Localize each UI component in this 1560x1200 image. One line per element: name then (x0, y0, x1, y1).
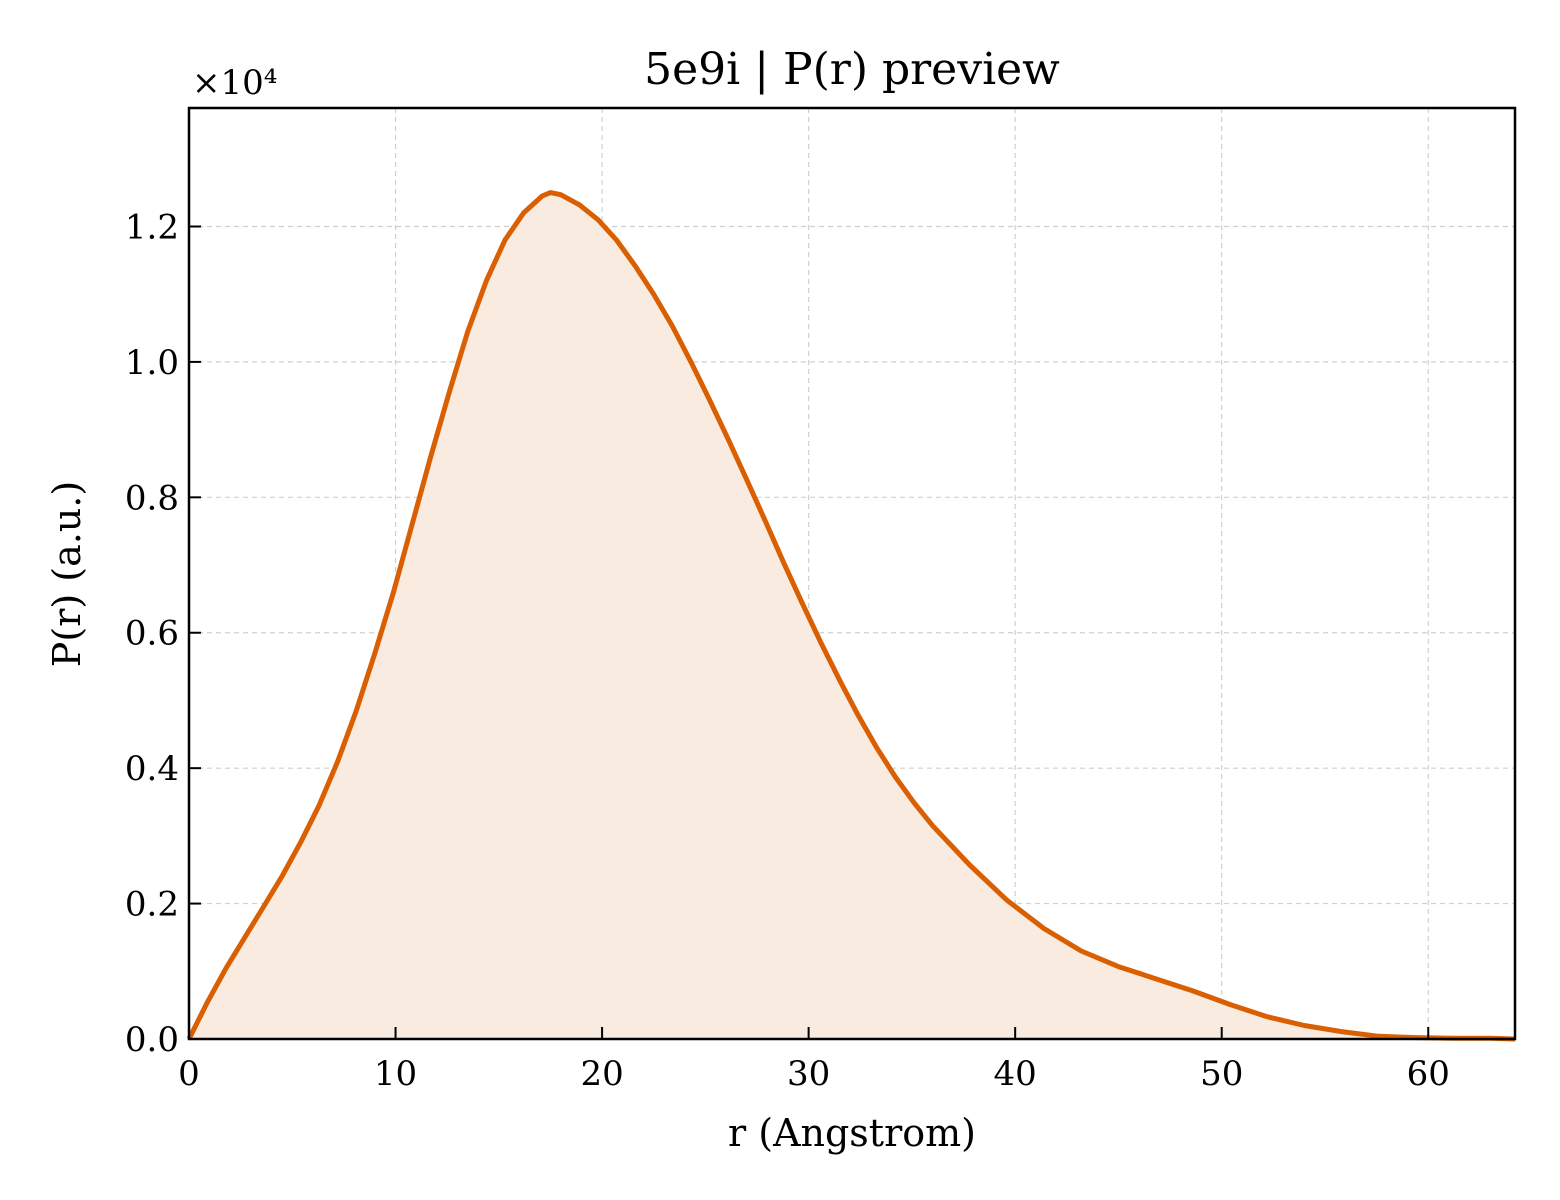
x-tick-label: 60 (1407, 1054, 1450, 1094)
pr-series-line (186, 190, 1516, 1042)
x-tick-label: 20 (580, 1054, 623, 1094)
y-tick-label: 1.0 (125, 343, 179, 383)
x-tick-label: 40 (994, 1054, 1037, 1094)
y-tick-label: 0.8 (125, 478, 179, 518)
y-tick-label: 0.6 (125, 614, 179, 654)
plot-frame (187, 106, 1517, 1041)
pr-area-fill (189, 192, 1515, 1040)
y-axis-label: P(r) (a.u.) (45, 481, 89, 667)
y-tick-label: 0.0 (125, 1020, 179, 1060)
x-tick-label: 10 (374, 1054, 417, 1094)
y-tick-label: 1.2 (125, 207, 179, 247)
y-axis-multiplier: ×10⁴ (192, 63, 277, 103)
x-tick-label: 0 (178, 1054, 200, 1094)
axis-ticks: 0 10 20 30 40 50 60 0.0 0.2 0.4 0.6 0.8 1.0 1.2 (125, 207, 1450, 1094)
chart-title: 5e9i | P(r) preview (644, 44, 1060, 95)
y-tick-label: 0.2 (125, 885, 179, 925)
x-axis-label: r (Angstrom) (728, 1111, 976, 1155)
x-tick-label: 30 (787, 1054, 830, 1094)
y-tick-label: 0.4 (125, 749, 179, 789)
x-tick-label: 50 (1200, 1054, 1243, 1094)
